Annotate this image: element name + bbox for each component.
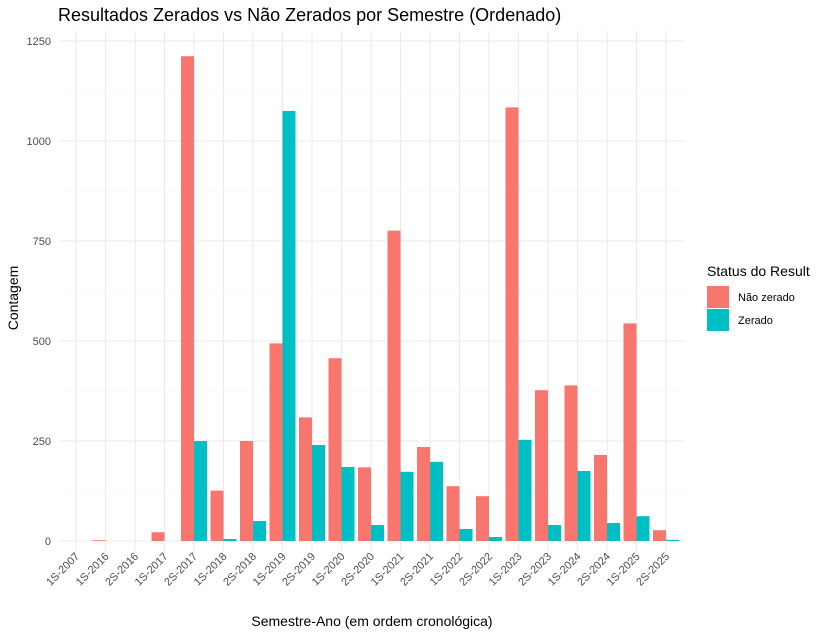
legend-key-zerado	[707, 309, 729, 331]
bar-n-o-zerado-1s-2023	[505, 107, 519, 542]
bar-n-o-zerado-1s-2018	[210, 490, 224, 541]
bar-n-o-zerado-2s-2022	[476, 496, 489, 541]
bar-n-o-zerado-2s-2019	[299, 417, 312, 541]
bar-n-o-zerado-1s-2024	[564, 385, 578, 541]
y-tick-label: 250	[33, 436, 51, 448]
bar-zerado-2s-2025	[666, 539, 679, 541]
y-tick-label: 500	[33, 336, 51, 348]
bar-zerado-1s-2024	[577, 471, 591, 541]
bar-n-o-zerado-2s-2023	[535, 390, 548, 541]
bar-n-o-zerado-1s-2020	[328, 358, 342, 541]
bar-zerado-2s-2017	[194, 441, 207, 541]
bar-zerado-2s-2023	[548, 525, 561, 541]
bar-zerado-1s-2023	[518, 439, 532, 541]
x-axis-title: Semestre-Ano (em ordem cronológica)	[251, 613, 492, 629]
chart-title: Resultados Zerados vs Não Zerados por Se…	[58, 5, 561, 25]
legend: Status do Result Não zerado Zerado	[707, 263, 810, 331]
y-tick-label: 1250	[27, 36, 51, 48]
bar-n-o-zerado-1s-2025	[623, 323, 637, 541]
bar-zerado-2s-2020	[371, 525, 384, 541]
bar-zerado-2s-2024	[607, 523, 620, 541]
bar-n-o-zerado-1s-2016	[92, 540, 106, 541]
bar-zerado-2s-2022	[489, 537, 502, 541]
bar-n-o-zerado-2s-2025	[653, 530, 666, 541]
bar-n-o-zerado-2s-2024	[594, 455, 607, 541]
bar-n-o-zerado-2s-2017	[181, 56, 194, 541]
bar-n-o-zerado-1s-2019	[269, 343, 283, 541]
bar-zerado-1s-2025	[636, 516, 650, 541]
bar-n-o-zerado-2s-2020	[358, 467, 371, 541]
bar-zerado-1s-2020	[341, 467, 355, 541]
bar-n-o-zerado-2s-2018	[240, 441, 253, 541]
bar-n-o-zerado-1s-2021	[387, 230, 401, 541]
legend-label: Não zerado	[738, 292, 795, 304]
y-tick-label: 750	[33, 236, 51, 248]
y-tick-label: 1000	[27, 136, 51, 148]
legend-label: Zerado	[738, 315, 773, 327]
y-axis-ticks: 0 250 500 750 1000 1250	[27, 36, 51, 548]
bar-n-o-zerado-1s-2017	[151, 532, 165, 541]
bar-n-o-zerado-1s-2022	[446, 486, 460, 541]
bar-zerado-2s-2019	[312, 445, 325, 541]
legend-key-n-o-zerado	[707, 286, 729, 308]
bar-zerado-2s-2021	[430, 461, 443, 541]
y-tick-label: 0	[45, 536, 51, 548]
bar-n-o-zerado-2s-2021	[417, 447, 430, 541]
bar-zerado-1s-2022	[459, 529, 473, 541]
bar-zerado-1s-2021	[400, 471, 414, 541]
legend-title: Status do Result	[707, 263, 810, 279]
bar-zerado-2s-2018	[253, 521, 266, 541]
bar-zerado-1s-2018	[223, 539, 237, 541]
bar-zerado-1s-2019	[282, 111, 296, 541]
y-axis-title: Contagem	[5, 266, 21, 331]
bars	[92, 56, 679, 542]
